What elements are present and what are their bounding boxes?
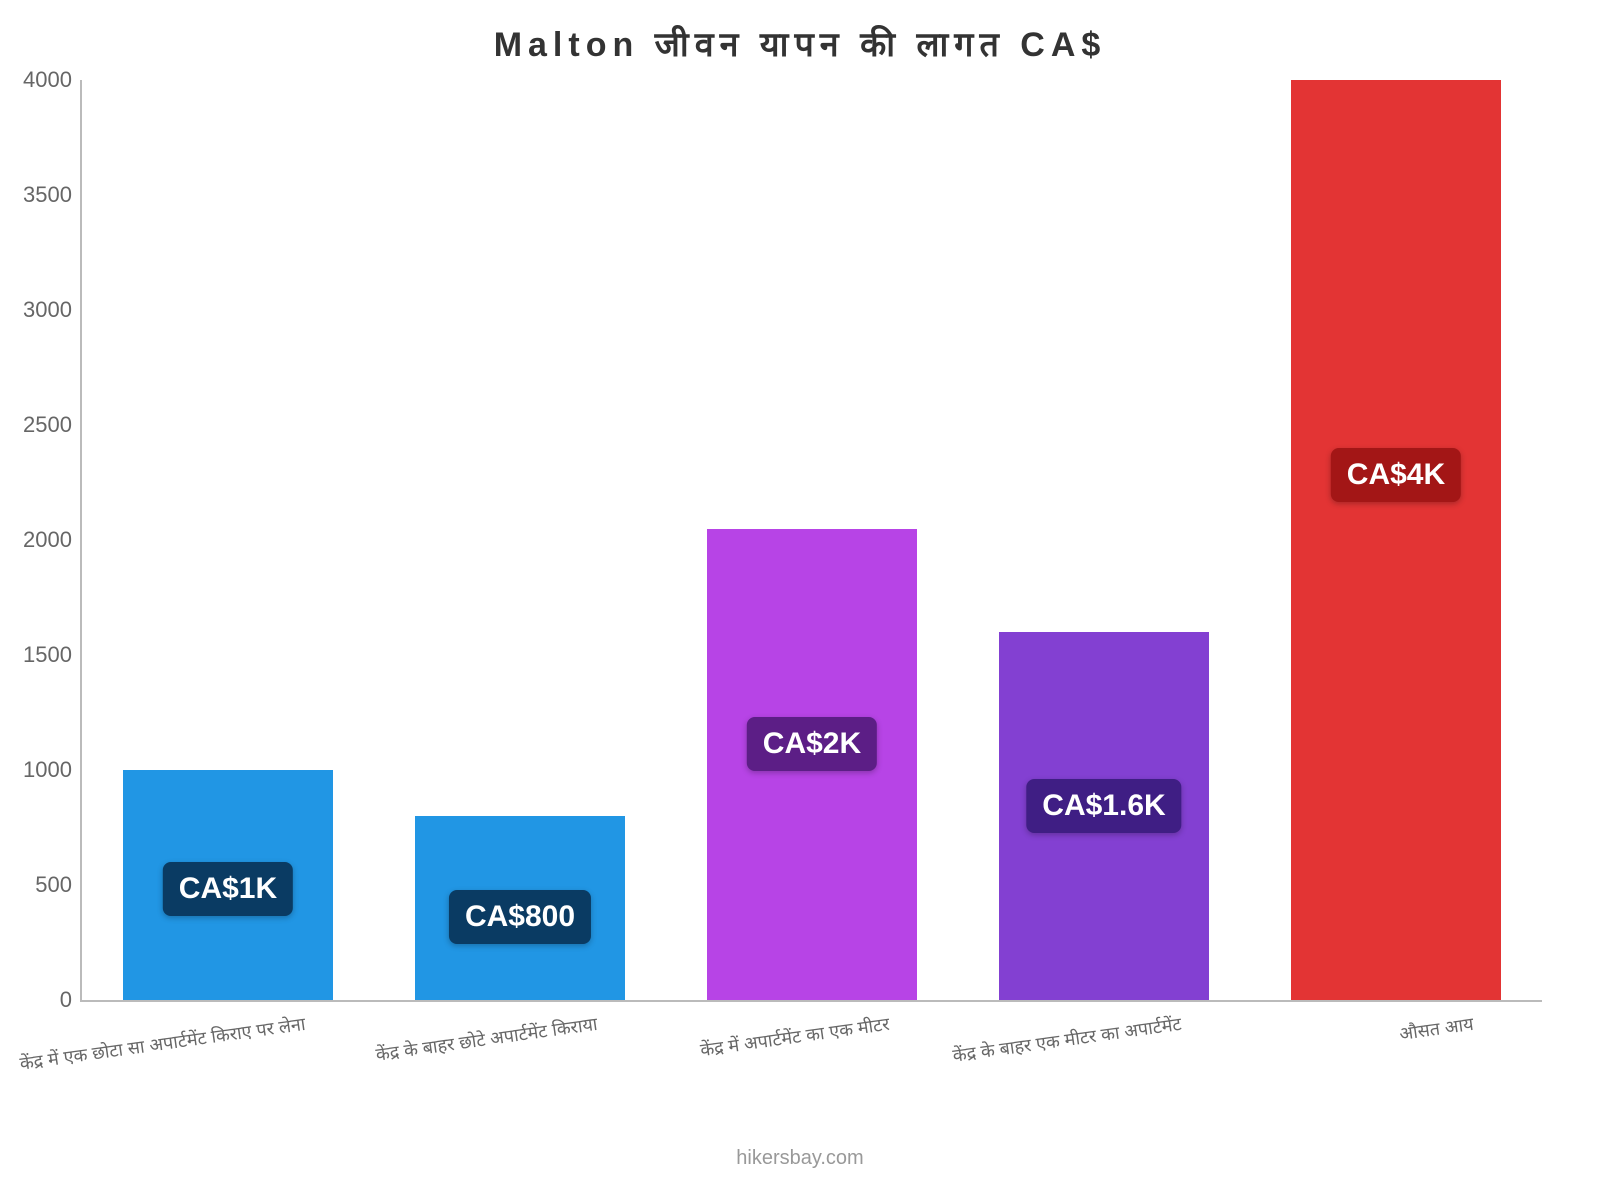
x-tick-label: केंद्र के बाहर एक मीटर का अपार्टमेंट xyxy=(949,1000,1183,1068)
value-badge: CA$1.6K xyxy=(1026,779,1181,833)
chart-title: Malton जीवन यापन की लागत CA$ xyxy=(0,20,1600,66)
y-tick-label: 3500 xyxy=(23,182,82,208)
x-tick-label: केंद्र के बाहर छोटे अपार्टमेंट किराया xyxy=(372,1000,598,1067)
y-tick-label: 2000 xyxy=(23,527,82,553)
bar: CA$2K xyxy=(707,529,917,1001)
value-badge: CA$2K xyxy=(747,717,877,771)
x-tick-label: औसत आय xyxy=(1396,1000,1475,1046)
plot-area: 05001000150020002500300035004000CA$1Kकें… xyxy=(80,80,1542,1002)
y-tick-label: 3000 xyxy=(23,297,82,323)
bar: CA$800 xyxy=(415,816,625,1000)
bar: CA$1K xyxy=(123,770,333,1000)
value-badge: CA$800 xyxy=(449,890,591,944)
value-badge: CA$4K xyxy=(1331,448,1461,502)
y-tick-label: 4000 xyxy=(23,67,82,93)
value-badge: CA$1K xyxy=(163,862,293,916)
y-tick-label: 0 xyxy=(60,987,82,1013)
y-tick-label: 1000 xyxy=(23,757,82,783)
attribution-text: hikersbay.com xyxy=(0,1147,1600,1170)
x-tick-label: केंद्र में अपार्टमेंट का एक मीटर xyxy=(697,1000,891,1062)
bar: CA$1.6K xyxy=(999,632,1209,1000)
cost-of-living-chart: Malton जीवन यापन की लागत CA$ 05001000150… xyxy=(0,0,1600,1200)
bar: CA$4K xyxy=(1291,80,1501,1000)
y-tick-label: 500 xyxy=(35,872,82,898)
y-tick-label: 2500 xyxy=(23,412,82,438)
y-tick-label: 1500 xyxy=(23,642,82,668)
